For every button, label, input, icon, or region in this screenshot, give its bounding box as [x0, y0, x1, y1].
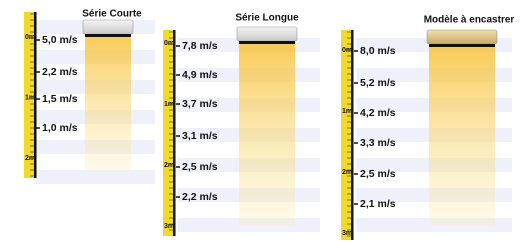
page: {"panels": [ {"title": "Série Courte", "…	[0, 0, 525, 242]
device	[427, 30, 497, 44]
speed-label: 2,2 m/s	[42, 66, 78, 78]
ruler-edge	[173, 30, 176, 236]
device	[237, 27, 297, 41]
speed-label: 2,5 m/s	[360, 168, 396, 180]
speed-label: 5,0 m/s	[42, 34, 78, 46]
ruler-label: 1m	[25, 94, 35, 101]
device	[83, 20, 133, 34]
ruler-label: 3m	[342, 230, 352, 237]
panel-title: Série Courte	[82, 9, 142, 20]
device-outlet	[239, 41, 295, 44]
device-outlet	[429, 44, 495, 47]
speed-label: 7,8 m/s	[182, 40, 218, 52]
speed-label: 3,3 m/s	[360, 137, 396, 149]
speed-label: 3,7 m/s	[182, 98, 218, 110]
speed-label: 5,2 m/s	[360, 77, 396, 89]
ruler-label: 0m	[164, 40, 174, 47]
ruler-edge	[351, 30, 354, 240]
ruler-label: 1m	[342, 108, 352, 115]
panel-title: Série Longue	[235, 13, 299, 24]
ruler-label: 0m	[342, 47, 352, 54]
panel-title: Modèle à encastrer	[424, 15, 515, 26]
speed-label: 1,5 m/s	[42, 93, 78, 105]
speed-label: 2,5 m/s	[182, 161, 218, 173]
speed-label: 2,1 m/s	[360, 198, 396, 210]
diagram: Série Courte 0m 1m 2m 5,0 m/s 2,2 m/s 1,5 m/s 1…	[0, 0, 525, 242]
ruler	[163, 30, 173, 236]
ruler-label: 0m	[25, 34, 35, 41]
ruler-label: 3m	[164, 223, 174, 230]
speed-label: 4,2 m/s	[360, 107, 396, 119]
band	[36, 170, 155, 184]
ruler-label: 2m	[25, 155, 35, 162]
airflow	[239, 43, 295, 225]
ruler	[341, 30, 351, 240]
airflow	[85, 36, 131, 170]
speed-label: 1,0 m/s	[42, 122, 78, 134]
speed-label: 4,9 m/s	[182, 69, 218, 81]
airflow	[429, 46, 495, 225]
ruler-label: 2m	[342, 169, 352, 176]
device-outlet	[85, 34, 131, 37]
speed-label: 2,2 m/s	[182, 191, 218, 203]
speed-label: 8,0 m/s	[360, 45, 396, 57]
speed-label: 3,1 m/s	[182, 130, 218, 142]
ruler-label: 1m	[164, 101, 174, 108]
ruler-label: 2m	[164, 162, 174, 169]
